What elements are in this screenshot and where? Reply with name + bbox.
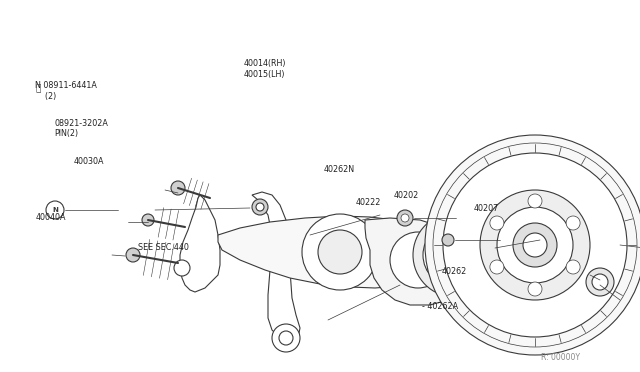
Circle shape [435,235,475,275]
Text: - 40262A: - 40262A [422,302,458,311]
Circle shape [442,234,454,246]
Circle shape [592,274,608,290]
Circle shape [425,135,640,355]
Circle shape [586,268,614,296]
Text: 40202: 40202 [394,191,419,200]
Polygon shape [252,192,300,342]
Polygon shape [180,195,220,292]
Circle shape [490,260,504,274]
Circle shape [497,207,573,283]
Text: 40262: 40262 [442,267,467,276]
Circle shape [513,223,557,267]
Circle shape [142,214,154,226]
Text: 08921-3202A
PIN(2): 08921-3202A PIN(2) [54,119,108,138]
Circle shape [528,194,542,208]
Circle shape [480,190,590,300]
Circle shape [302,214,378,290]
Circle shape [423,223,487,287]
Text: Ⓝ: Ⓝ [35,85,40,94]
Circle shape [528,282,542,296]
Circle shape [171,181,185,195]
Circle shape [443,153,627,337]
Circle shape [279,331,293,345]
Text: 40014(RH)
40015(LH): 40014(RH) 40015(LH) [243,59,285,78]
Text: 40040A: 40040A [35,213,66,222]
Circle shape [252,199,268,215]
Circle shape [445,245,465,265]
Circle shape [256,203,264,211]
Circle shape [272,324,300,352]
Text: SEE SEC.440: SEE SEC.440 [138,243,188,252]
Circle shape [566,216,580,230]
Circle shape [126,248,140,262]
Circle shape [450,224,460,234]
Text: 40222: 40222 [355,198,381,207]
Circle shape [450,276,460,286]
Circle shape [428,263,438,273]
Circle shape [46,201,64,219]
Circle shape [472,263,483,273]
Circle shape [428,237,438,247]
Text: R: 00000Y: R: 00000Y [541,353,580,362]
Circle shape [397,210,413,226]
Circle shape [413,213,497,297]
Text: 40207: 40207 [474,204,499,213]
Text: 40030A: 40030A [74,157,104,166]
Circle shape [174,260,190,276]
Text: 40262N: 40262N [323,165,355,174]
Polygon shape [218,216,440,288]
Text: N: N [52,207,58,213]
Polygon shape [365,218,470,305]
Text: N 08911-6441A
    (2): N 08911-6441A (2) [35,81,97,101]
Circle shape [523,233,547,257]
Circle shape [390,232,446,288]
Circle shape [257,243,271,257]
Circle shape [490,216,504,230]
Circle shape [401,214,409,222]
Circle shape [318,230,362,274]
Circle shape [472,237,483,247]
Circle shape [566,260,580,274]
